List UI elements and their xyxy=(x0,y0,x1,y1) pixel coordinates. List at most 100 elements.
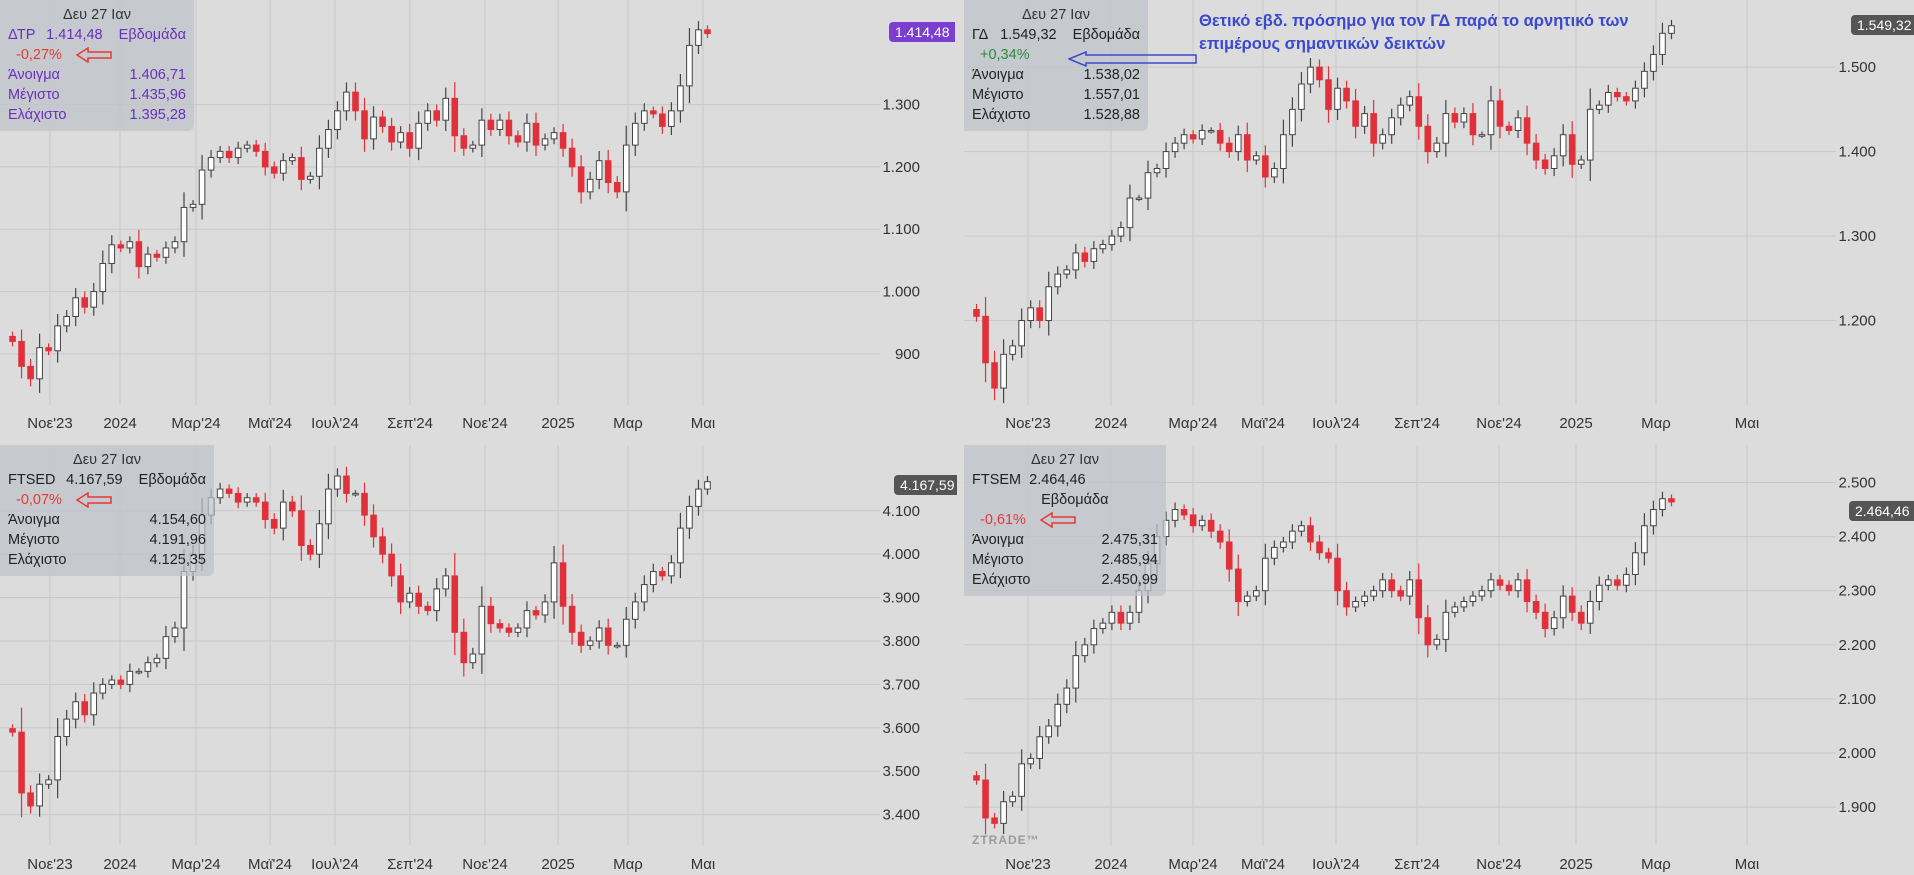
y-tick-label: 4.000 xyxy=(882,546,920,563)
candle-body xyxy=(216,488,224,499)
candle xyxy=(279,489,287,541)
y-tick-label: 1.300 xyxy=(882,97,920,114)
candle-body xyxy=(325,129,332,149)
candle-body xyxy=(695,488,702,507)
candle xyxy=(135,668,143,675)
candlestick-chart-dtr[interactable]: Νοε'23 2024 Μαρ'24 Μαϊ'24 Ιουλ'24 Σεπ'24 Νοε'2… xyxy=(0,0,957,440)
candlestick-chart-ftsem[interactable]: Νοε'23 2024 Μαρ'24 Μαϊ'24 Ιουλ'24 Σεπ'24 Νοε'2… xyxy=(964,445,1914,875)
candle xyxy=(379,110,386,133)
candle-body xyxy=(1433,638,1441,646)
chart-panel-ftsed[interactable]: Νοε'23 2024 Μαρ'24 Μαϊ'24 Ιουλ'24 Σεπ'24 Νοε'2… xyxy=(0,445,957,875)
x-tick-label: Μαρ'24 xyxy=(1168,415,1217,432)
candle xyxy=(1036,300,1043,329)
candle xyxy=(1487,85,1495,150)
candle xyxy=(433,104,441,127)
candle xyxy=(973,771,980,785)
candle xyxy=(1171,137,1179,158)
candle-body xyxy=(1045,286,1053,322)
candle-body xyxy=(1207,129,1215,133)
candle-body xyxy=(442,97,450,121)
chart-panel-ftsem[interactable]: Νοε'23 2024 Μαρ'24 Μαϊ'24 Ιουλ'24 Σεπ'24 Νοε'2… xyxy=(964,445,1914,875)
x-tick-label: 2025 xyxy=(1559,415,1592,432)
candle xyxy=(532,605,540,620)
candle-body xyxy=(1623,96,1630,102)
candle xyxy=(505,111,513,145)
candle xyxy=(63,310,70,333)
candle-body xyxy=(72,701,79,720)
candle xyxy=(189,200,197,212)
candle xyxy=(1595,100,1603,115)
candle-body xyxy=(1334,557,1341,592)
x-tick-label: Μαι xyxy=(1735,415,1760,432)
candle-body xyxy=(478,119,486,146)
candle xyxy=(1478,131,1486,138)
candle-body xyxy=(668,562,675,577)
candle xyxy=(162,241,170,264)
price-tag-gd: 1.549,32 xyxy=(1851,15,1914,35)
candle xyxy=(1586,590,1594,634)
candle-body xyxy=(704,29,711,35)
candle xyxy=(1352,596,1359,612)
candle-body xyxy=(352,492,359,496)
candle xyxy=(325,119,332,158)
candle-body xyxy=(279,501,287,529)
candle-body xyxy=(1523,579,1531,603)
watermark-logo: ZTRADE™ xyxy=(972,833,1040,847)
candle-body xyxy=(1632,552,1639,575)
candle xyxy=(1054,693,1062,737)
candle-body xyxy=(1424,125,1432,153)
chart-panel-gd[interactable]: Νοε'23 2024 Μαρ'24 Μαϊ'24 Ιουλ'24 Σεπ'24 Νοε'2… xyxy=(964,0,1914,440)
candle-body xyxy=(1081,252,1089,262)
candle xyxy=(973,304,980,322)
candle xyxy=(298,146,305,191)
x-tick-label: Μαρ'24 xyxy=(1168,856,1217,873)
info-symbol: FTSEM xyxy=(972,472,1022,488)
candlestick-chart-gd[interactable]: Νοε'23 2024 Μαρ'24 Μαϊ'24 Ιουλ'24 Σεπ'24 Νοε'2… xyxy=(964,0,1914,440)
candle xyxy=(424,601,431,616)
candle xyxy=(1514,572,1522,598)
x-tick-label: Ιουλ'24 xyxy=(311,415,359,432)
x-tick-label: Μαρ'24 xyxy=(171,415,220,432)
candle xyxy=(1126,605,1134,631)
candle-body xyxy=(63,316,70,327)
candle-body xyxy=(207,157,215,171)
candle-body xyxy=(1271,167,1278,178)
candle xyxy=(604,149,612,194)
stat-row: Άνοιγμα 4.154,60 xyxy=(8,512,206,528)
chart-panel-dtr[interactable]: Νοε'23 2024 Μαρ'24 Μαϊ'24 Ιουλ'24 Σεπ'24 Νοε'2… xyxy=(0,0,957,440)
candle-body xyxy=(1036,307,1043,322)
candle-body xyxy=(1189,514,1197,527)
candle-body xyxy=(270,518,278,529)
candle xyxy=(1289,524,1296,549)
candle-body xyxy=(9,728,16,733)
x-tick-label: Νοε'24 xyxy=(462,415,507,432)
candle-body xyxy=(1370,590,1377,597)
candle xyxy=(1605,574,1612,591)
candle-body xyxy=(1262,155,1269,178)
candle xyxy=(1469,103,1477,146)
candle-body xyxy=(352,91,359,112)
candle xyxy=(99,250,107,305)
candle xyxy=(1379,572,1386,598)
candle-body xyxy=(1343,590,1350,608)
candle xyxy=(1216,524,1224,549)
candle xyxy=(704,25,711,39)
stat-row: Μέγιστο 2.485,94 xyxy=(972,552,1158,568)
info-close: 4.167,59 xyxy=(66,472,123,488)
candle xyxy=(1099,239,1107,254)
candle xyxy=(1298,520,1305,537)
candle xyxy=(1541,603,1549,638)
candle-body xyxy=(298,510,305,546)
candle-body xyxy=(1614,91,1621,98)
candle xyxy=(577,624,585,654)
candle-body xyxy=(1144,172,1152,199)
candle xyxy=(1180,504,1188,520)
candle-body xyxy=(225,150,233,159)
stat-row: Μέγιστο 1.435,96 xyxy=(8,87,186,103)
candle xyxy=(1415,563,1423,635)
candle-body xyxy=(45,347,52,352)
candle xyxy=(234,487,242,509)
candle xyxy=(1027,753,1034,769)
candle xyxy=(1234,125,1242,161)
candle xyxy=(1559,124,1567,167)
